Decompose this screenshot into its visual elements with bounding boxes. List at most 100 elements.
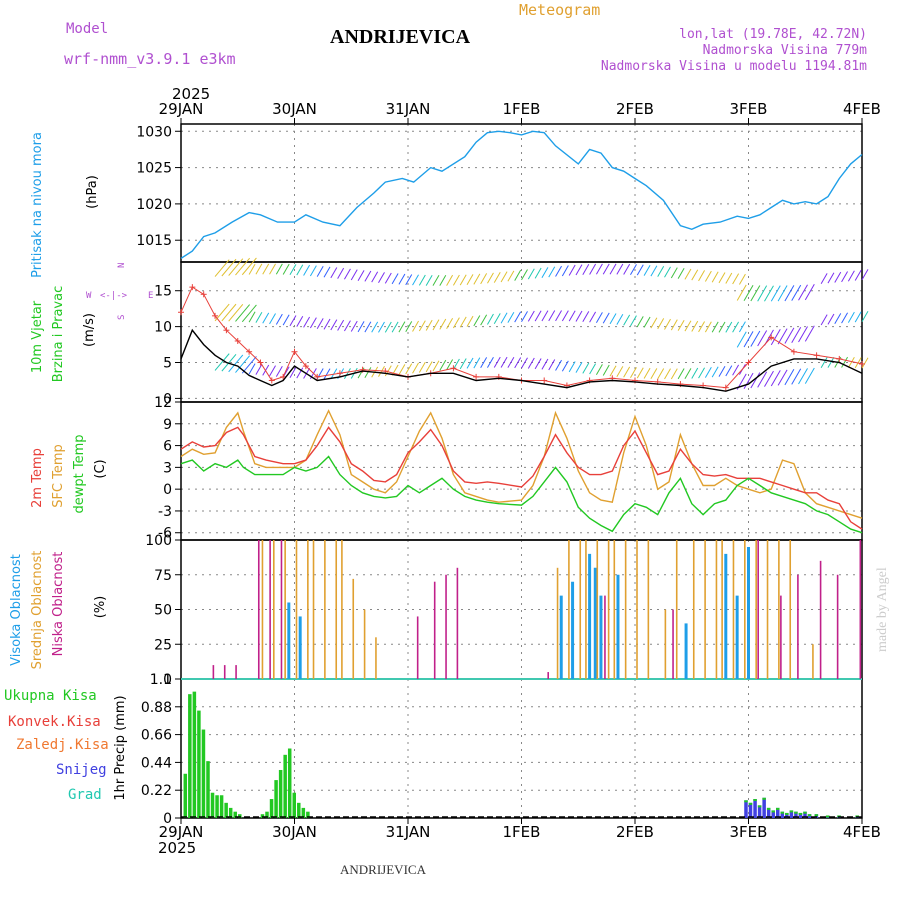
wind-barb [589, 311, 597, 323]
wind-barb [757, 371, 768, 388]
lonlat-label: lon,lat (19.78E, 42.72N) [679, 27, 867, 42]
y-tick-label: 9 [163, 417, 172, 433]
wind-barb [582, 311, 590, 323]
wind-barb [804, 367, 815, 384]
wind-barb [847, 270, 855, 282]
wind-barb [589, 363, 597, 375]
wind-barb [616, 366, 624, 377]
precip-bar [228, 807, 233, 818]
dewpoint-line [180, 455, 863, 534]
model-label: Model [66, 21, 108, 37]
precip-bar [776, 807, 780, 810]
wind-barb [718, 272, 726, 284]
panel-frame [180, 678, 863, 819]
wind-barb [432, 319, 440, 331]
precip-bar [274, 780, 278, 818]
wind-barb [289, 315, 297, 327]
precip-bar [798, 812, 803, 815]
compass-east-label: E [148, 291, 153, 301]
precip-bar [789, 810, 794, 813]
wind-barb [820, 314, 828, 326]
wind-barb [820, 357, 828, 369]
wind-barb [371, 271, 379, 283]
wind-barb [568, 310, 576, 322]
wind-barb [798, 326, 808, 343]
wind-barb [595, 312, 603, 323]
sfc-temp-line [180, 409, 863, 519]
wind-barb [412, 320, 419, 332]
wind-barb [861, 269, 869, 281]
wind-barb [834, 271, 842, 283]
wind-barb [309, 265, 317, 277]
precip-bar [807, 814, 812, 817]
wind-barb [459, 358, 467, 370]
wind-barb [636, 264, 644, 276]
wind-barb [541, 358, 549, 370]
precip-bar [201, 729, 206, 818]
wind-barb [541, 310, 549, 322]
wind-barb [643, 264, 651, 276]
wind-barb [466, 315, 474, 327]
wind-barb [493, 356, 501, 368]
wind-barb [330, 319, 338, 331]
wind-barb [718, 321, 726, 333]
wind-barb [316, 265, 324, 277]
precip-legend-freezing: Zaledj.Kisa [16, 737, 109, 753]
wind-barb [650, 265, 658, 277]
wind-barb [452, 317, 460, 329]
wind-barb [398, 364, 406, 375]
wind-barb [446, 359, 454, 371]
wind-barb [743, 372, 754, 390]
wind-barb [670, 267, 678, 279]
precip-bar [188, 694, 192, 818]
wind-barb [432, 360, 440, 372]
wind-barb [861, 357, 869, 369]
wind-barb [507, 270, 515, 282]
wind-barb [480, 314, 488, 326]
wind-barb [323, 318, 331, 330]
y-tick-label: 5 [163, 356, 172, 372]
wind-barb [241, 257, 257, 276]
wind-barb [262, 312, 270, 324]
wind-barb [784, 327, 795, 344]
wind-barb [704, 321, 712, 333]
wind-barb [568, 361, 576, 373]
precip-bar [283, 754, 287, 818]
wind-barb [248, 363, 256, 375]
compass-north-label: N [117, 263, 127, 268]
wind-barb [616, 263, 624, 275]
wind-barb [364, 321, 372, 333]
y-tick-label: 1.1 [150, 672, 172, 688]
y-tick-label: 1025 [136, 161, 172, 177]
precip-bar [757, 805, 762, 808]
wind-barb [350, 320, 358, 332]
wind-barb [650, 317, 658, 329]
wind-barb [425, 319, 433, 331]
precip-bar [210, 792, 215, 818]
precip-bar [306, 811, 310, 818]
wind-speed-line [180, 328, 863, 392]
wind-barb [582, 264, 590, 275]
wind-barb [364, 270, 372, 282]
wind-barb [514, 311, 522, 323]
wind-barb [330, 267, 338, 279]
wind-barb [784, 285, 795, 302]
y-tick-label: 15 [154, 284, 172, 300]
wind-barb [650, 368, 658, 380]
wind-barb [344, 320, 351, 332]
precip-bar [265, 811, 269, 818]
wind-barb [595, 263, 603, 275]
wind-barb [777, 285, 788, 302]
precip-bar [206, 761, 210, 818]
precip-bar [785, 812, 789, 815]
x-tick-label-bottom: 3FEB [730, 823, 768, 841]
y-tick-label: 0 [163, 391, 172, 407]
wind-barb [384, 272, 392, 284]
wind-barb [798, 284, 808, 301]
y-tick-label: 50 [154, 603, 172, 619]
wind-barb [527, 357, 535, 369]
wind-barb [235, 257, 251, 276]
wind-barb [575, 310, 583, 322]
y-tick-label: 0 [163, 811, 172, 827]
